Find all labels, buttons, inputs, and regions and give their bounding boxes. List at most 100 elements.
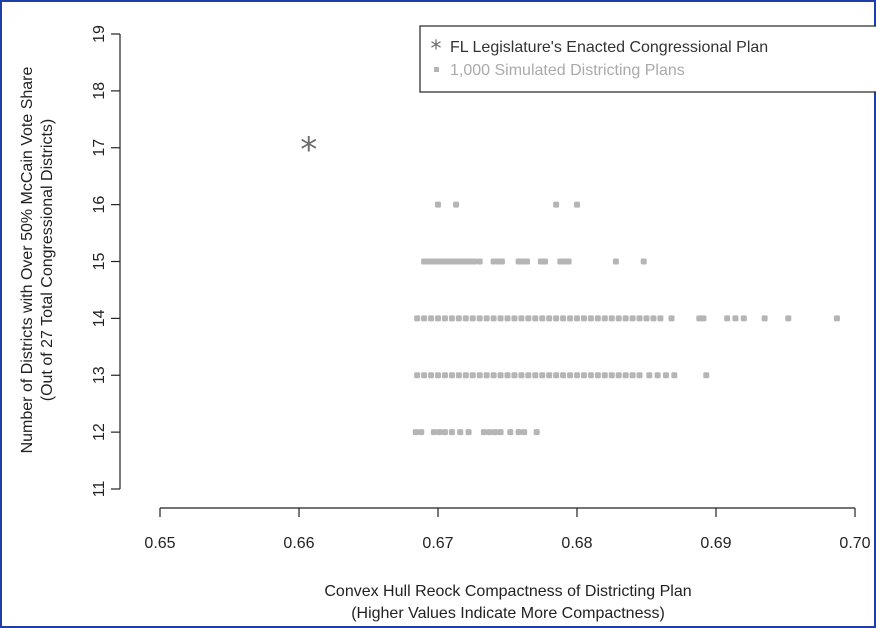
simulated-plan-point [622,315,629,322]
simulated-plan-point [441,315,448,322]
simulated-plan-point [462,372,469,379]
simulated-plan-point [740,315,747,322]
simulated-plan-point [486,429,493,436]
simulated-plan-point [457,429,464,436]
y-tick-label: 14 [91,309,108,327]
simulated-plan-point [518,372,525,379]
simulated-plan-point [636,372,643,379]
x-tick-label: 0.69 [700,535,731,552]
simulated-plan-point [476,372,483,379]
legend-marker-enacted: * [431,37,442,62]
x-tick-label: 0.68 [561,535,592,552]
simulated-plan-point [525,315,532,322]
simulated-plan-point [553,372,560,379]
simulated-plan-point [414,315,421,322]
x-axis-title-line2: (Higher Values Indicate More Compactness… [351,605,665,622]
simulated-plan-point [565,258,572,265]
y-tick-label: 17 [91,139,108,157]
simulated-plan-point [654,372,661,379]
simulated-plan-point [428,372,435,379]
simulated-plan-point [574,372,580,379]
simulated-plan-point [469,315,476,322]
simulated-plan-point [629,372,636,379]
y-axis: 11 12 13 14 15 16 17 18 19 [91,25,121,497]
simulated-plan-point [511,372,518,379]
simulated-plan-point [560,315,567,322]
simulated-plan-point [833,315,840,322]
simulated-plan-point [521,429,528,436]
simulated-plan-point [646,372,653,379]
simulated-plan-point [567,372,574,379]
simulated-plan-point [483,372,490,379]
simulated-plan-point [518,315,525,322]
simulated-plan-point [441,372,448,379]
simulated-plan-point [497,429,504,436]
simulated-plan-point [580,372,587,379]
simulated-plan-point [476,315,483,322]
x-axis-title-line1: Convex Hull Reock Compactness of Distric… [324,583,691,600]
simulated-plan-point [436,429,443,436]
simulated-plan-point [587,372,594,379]
y-tick-label: 18 [91,82,108,100]
simulated-plan-point [480,429,487,436]
simulated-plan-point [567,315,574,322]
x-tick-label: 0.65 [144,535,175,552]
simulated-plan-point [574,315,580,322]
simulated-plan-point [523,258,530,265]
simulated-plan-point [650,315,657,322]
simulated-plan-point [421,372,428,379]
enacted-plan-point: * [300,130,317,170]
simulated-plan-point [504,315,511,322]
y-tick-label: 15 [91,253,108,271]
simulated-plan-point [546,315,553,322]
simulated-plan-point [525,372,532,379]
simulated-plan-point [421,315,428,322]
simulated-plan-point [498,258,505,265]
simulated-plan-point [465,429,472,436]
simulated-plan-point [542,258,549,265]
x-tick-label: 0.66 [283,535,314,552]
simulated-plan-point [594,372,601,379]
simulated-plan-point [608,372,615,379]
simulated-plan-point [453,201,460,208]
simulated-plan-point [435,315,441,322]
simulated-plan-point [455,315,462,322]
legend-label-enacted: FL Legislature's Enacted Congressional P… [450,39,768,56]
simulated-plan-point [412,429,419,436]
simulated-plan-point [448,315,455,322]
simulated-plan-point [476,258,483,265]
simulated-plan-point [448,429,455,436]
simulated-plan-point [662,372,669,379]
simulated-plan-point [441,429,448,436]
y-tick-label: 19 [91,25,108,43]
simulated-plan-point [497,315,504,322]
simulated-plan-point [414,372,421,379]
simulated-plan-point [504,372,511,379]
simulated-plan-point [671,372,678,379]
simulated-plan-point [636,315,643,322]
simulated-plan-point [785,315,792,322]
simulated-plan-point [448,372,455,379]
simulated-plan-point [622,372,629,379]
y-axis-title-line2: (Out of 27 Total Congressional Districts… [39,119,56,401]
legend-marker-simulated [434,67,439,72]
data-points: * [300,130,840,436]
simulated-plan-point [507,429,514,436]
legend-label-simulated: 1,000 Simulated Districting Plans [450,62,685,79]
simulated-plan-point [532,315,539,322]
simulated-plan-point [515,429,522,436]
simulated-plan-point [455,372,462,379]
simulated-plan-point [668,315,675,322]
simulated-plan-point [612,258,619,265]
simulated-plan-point [560,372,567,379]
simulated-plan-point [761,315,768,322]
simulated-plan-point [471,258,478,265]
simulated-plan-point [601,315,608,322]
simulated-plan-point [601,372,608,379]
y-tick-label: 12 [91,423,108,441]
simulated-plan-point [418,429,425,436]
simulated-plan-point [640,258,647,265]
x-tick-label: 0.70 [839,535,870,552]
